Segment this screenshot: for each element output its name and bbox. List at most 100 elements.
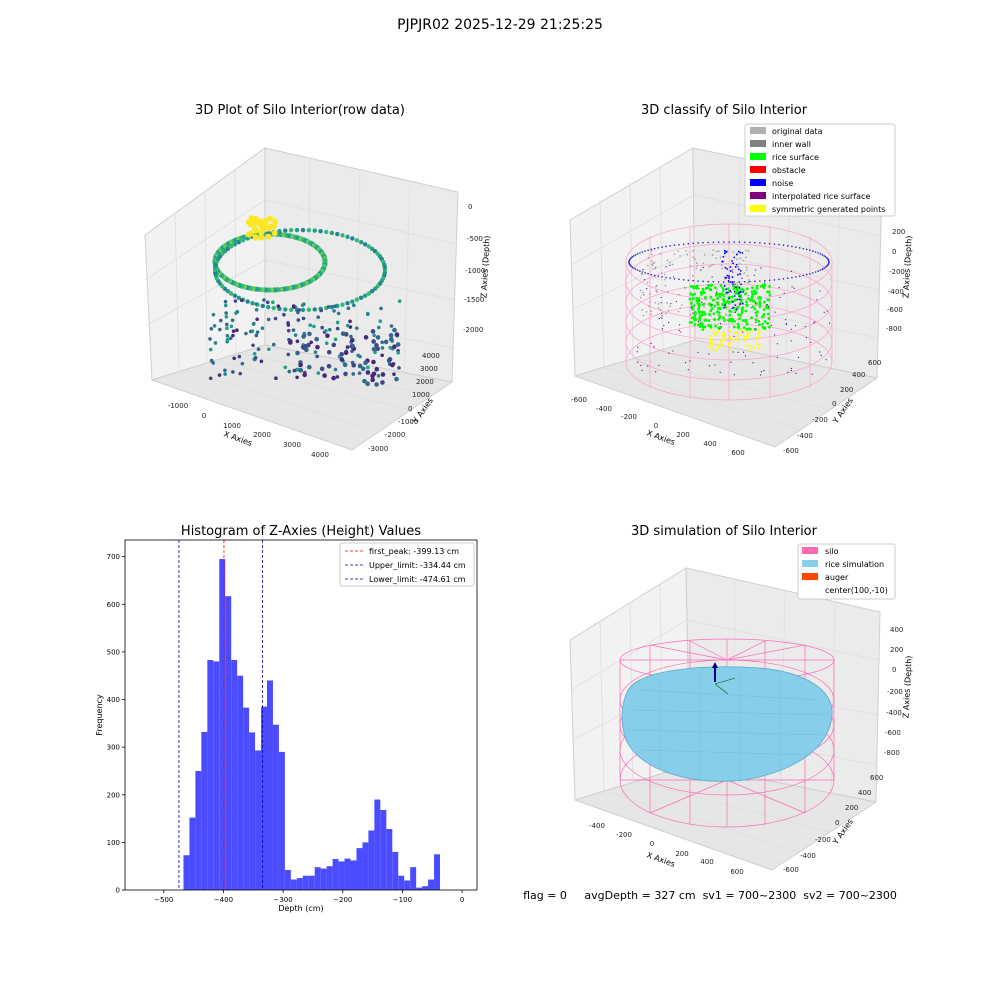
histogram-xtick: −400 [214,896,233,904]
raw-ytick: 3000 [420,365,438,373]
histogram-bar [398,875,405,890]
sim-xtick: 200 [675,850,688,858]
histogram-bar [189,817,196,890]
cls-ytick: -200 [812,416,828,424]
histogram-bar [434,854,441,890]
raw-ytick: 4000 [422,352,440,360]
sim-ylabel: Y Axies [830,817,855,847]
rice-simulation-surface [621,666,833,782]
sim-ztick: -400 [886,709,902,717]
status-line: flag = 0 avgDepth = 327 cm sv1 = 700~230… [523,889,897,902]
classify-legend-entry: obstacle [772,166,806,175]
histogram-bar [207,660,214,890]
raw-ytick: 0 [408,405,412,413]
sim-ztick: 0 [892,666,896,674]
cls-ytick: 600 [868,359,881,367]
histogram-bar [243,707,250,890]
sim-xlabel: X Axies [645,850,676,869]
sim-legend-entry: auger [825,573,849,582]
raw-xtick: 2000 [253,431,271,439]
cls-ytick: 400 [852,371,865,379]
histogram-legend-entry: Upper_limit: -334.44 cm [369,561,466,570]
histogram-bar [356,848,363,890]
histogram-bar [332,859,339,890]
raw-xtick: -1000 [168,402,188,410]
histogram-bar [422,886,429,890]
raw-ytick: -2000 [385,431,405,439]
histogram-bar [344,858,351,890]
raw-ylabel: Y Axies [410,396,435,426]
cls-zlabel: Z Axies (Depth) [901,235,913,298]
histogram-bar [213,661,220,890]
histogram-bar [284,870,291,890]
auger-marker [712,662,736,695]
raw-ytick: -3000 [368,445,388,453]
raw-ztick: -500 [467,235,483,243]
cls-ztick: -800 [886,325,902,333]
histogram-bar [272,724,279,890]
cls-xtick: 400 [703,440,716,448]
sim-ytick: -600 [783,866,799,874]
cls-ztick: -200 [889,268,905,276]
histogram-bar [237,675,244,890]
raw-xtick: 1000 [223,422,241,430]
histogram-ytick: 200 [107,791,120,799]
raw-zlabel: Z Axies (Depth) [479,235,491,298]
histogram-xtick: 0 [460,896,464,904]
cls-ztick: 0 [892,248,896,256]
histogram-xtick: −200 [333,896,352,904]
cls-xtick: 0 [654,422,658,430]
classify-legend-entry: rice surface [772,153,819,162]
cls-ytick: 0 [832,400,836,408]
histogram-bar [326,866,333,890]
histogram-bar [255,750,262,890]
sim-ztick: -600 [885,729,901,737]
sim-ytick: 200 [845,804,858,812]
cls-ztick: 200 [892,228,905,236]
histogram-bar [249,732,256,890]
histogram-bar [183,855,190,890]
cls-xtick: -400 [596,405,612,413]
histogram-bar [195,770,202,890]
histogram-bar [314,867,321,890]
cls-ylabel: Y Axies [830,396,855,426]
histogram-bar [350,860,357,890]
histogram-xtick: −100 [393,896,412,904]
histogram-bar [296,878,303,890]
sim-ytick: -400 [800,852,816,860]
cls-ztick: -600 [887,306,903,314]
raw-ztick: -1500 [464,296,484,304]
histogram-legend-entry: Lower_limit: -474.61 cm [369,575,466,584]
sim-zlabel: Z Axies (Depth) [901,655,913,718]
classify-legend-entry: symmetric generated points [772,205,885,214]
histogram-bar [410,867,417,890]
histogram-bar [290,879,297,890]
sim-xtick: 400 [700,858,713,866]
raw-ytick: -1000 [398,418,418,426]
cls-xtick: -600 [571,396,587,404]
histogram-bar [219,559,226,890]
histogram-ytick: 600 [107,601,120,609]
sim-ytick: 0 [835,819,839,827]
cls-xlabel: X Axies [645,428,676,447]
sim-xtick: 0 [650,840,654,848]
raw-ytick: 1000 [412,391,430,399]
histogram-bar [266,680,273,890]
sim-ztick: -800 [884,749,900,757]
histogram-bar [416,887,423,890]
histogram-ytick: 300 [107,744,120,752]
sim-legend-entry: silo [825,547,839,556]
histogram-bar [320,868,327,890]
sim-ytick: 600 [870,774,883,782]
histogram-xlabel: Depth (cm) [278,904,323,913]
histogram-xtick: −500 [154,896,173,904]
histogram-bar [278,751,285,890]
histogram-bar [201,731,208,890]
sim-ztick: 200 [890,646,903,654]
histogram-bar [261,706,267,890]
histogram-title: Histogram of Z-Axies (Height) Values [180,524,422,539]
figure-title: PJPJR02 2025-12-29 21:25:25 [397,17,603,33]
